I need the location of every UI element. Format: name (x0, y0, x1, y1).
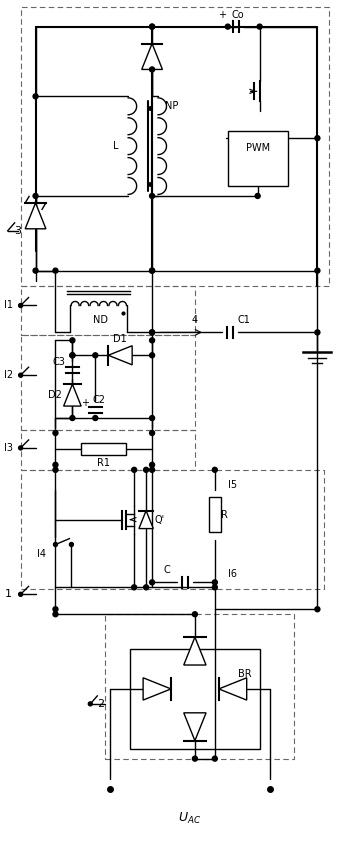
Circle shape (212, 467, 217, 472)
Bar (81, 443, 126, 455)
Text: I6: I6 (228, 569, 237, 580)
Circle shape (149, 268, 155, 273)
Circle shape (132, 467, 137, 472)
Text: 1: 1 (5, 589, 12, 599)
Circle shape (18, 374, 23, 377)
Circle shape (53, 462, 58, 467)
Circle shape (149, 24, 155, 29)
Circle shape (212, 580, 217, 585)
Circle shape (149, 431, 155, 436)
Circle shape (53, 268, 58, 273)
Circle shape (93, 415, 98, 420)
Polygon shape (143, 677, 171, 700)
Text: Co: Co (232, 9, 244, 20)
Bar (209, 497, 221, 532)
Circle shape (93, 353, 98, 357)
Circle shape (193, 757, 197, 761)
Text: R: R (221, 510, 228, 520)
Polygon shape (108, 346, 132, 365)
Circle shape (53, 543, 57, 546)
Circle shape (149, 330, 155, 335)
Circle shape (70, 353, 75, 357)
Text: C1: C1 (237, 316, 250, 325)
Circle shape (149, 415, 155, 420)
Circle shape (257, 24, 262, 29)
Circle shape (53, 607, 58, 612)
Circle shape (33, 268, 38, 273)
Circle shape (149, 462, 155, 467)
Polygon shape (219, 677, 247, 700)
Circle shape (132, 585, 137, 590)
Text: R1: R1 (97, 458, 110, 468)
Circle shape (193, 612, 197, 617)
Text: NP: NP (165, 101, 179, 111)
Bar (228, 131, 288, 186)
Circle shape (33, 94, 38, 99)
Circle shape (70, 415, 75, 420)
Text: L: L (114, 141, 119, 151)
Circle shape (149, 268, 155, 273)
Circle shape (18, 592, 23, 597)
Circle shape (149, 67, 155, 72)
Text: $U_{AC}$: $U_{AC}$ (178, 811, 201, 826)
Circle shape (225, 24, 230, 29)
Circle shape (70, 353, 75, 357)
Circle shape (53, 467, 58, 472)
Bar (130, 649, 260, 749)
Text: D1: D1 (113, 334, 127, 345)
Circle shape (69, 543, 74, 546)
Polygon shape (184, 637, 206, 665)
Circle shape (315, 330, 320, 335)
Text: PWM: PWM (246, 143, 270, 153)
Circle shape (315, 268, 320, 273)
Circle shape (212, 585, 217, 590)
Circle shape (149, 353, 155, 357)
Polygon shape (184, 713, 206, 740)
Text: 4: 4 (192, 316, 198, 325)
Circle shape (212, 757, 217, 761)
Circle shape (149, 330, 155, 335)
Circle shape (144, 585, 148, 590)
Circle shape (149, 338, 155, 343)
Circle shape (149, 24, 155, 29)
Text: I3: I3 (4, 443, 13, 453)
Circle shape (88, 702, 92, 705)
Text: I4: I4 (37, 550, 46, 559)
Circle shape (149, 193, 155, 198)
Text: D2: D2 (48, 390, 62, 400)
Circle shape (315, 607, 320, 612)
Text: Q': Q' (155, 515, 165, 524)
Circle shape (33, 193, 38, 198)
Circle shape (149, 467, 155, 472)
Polygon shape (25, 203, 46, 229)
Text: BR: BR (238, 669, 251, 679)
Circle shape (18, 446, 23, 450)
Polygon shape (64, 384, 81, 406)
Text: 2: 2 (97, 699, 104, 709)
Circle shape (70, 338, 75, 343)
Polygon shape (139, 511, 153, 528)
Circle shape (18, 304, 23, 307)
Circle shape (149, 580, 155, 585)
Text: I5: I5 (228, 480, 237, 490)
Polygon shape (142, 43, 162, 70)
Text: C2: C2 (93, 395, 106, 405)
Text: I2: I2 (4, 370, 13, 380)
Text: +: + (81, 398, 89, 408)
Circle shape (255, 193, 260, 198)
Text: 3: 3 (14, 226, 21, 236)
Circle shape (53, 431, 58, 436)
Circle shape (315, 135, 320, 140)
Text: I1: I1 (4, 300, 13, 311)
Text: +: + (218, 9, 226, 20)
Circle shape (144, 467, 148, 472)
Text: ND: ND (93, 316, 108, 325)
Circle shape (53, 612, 58, 617)
Text: C: C (163, 565, 170, 575)
Text: C3: C3 (52, 357, 65, 368)
